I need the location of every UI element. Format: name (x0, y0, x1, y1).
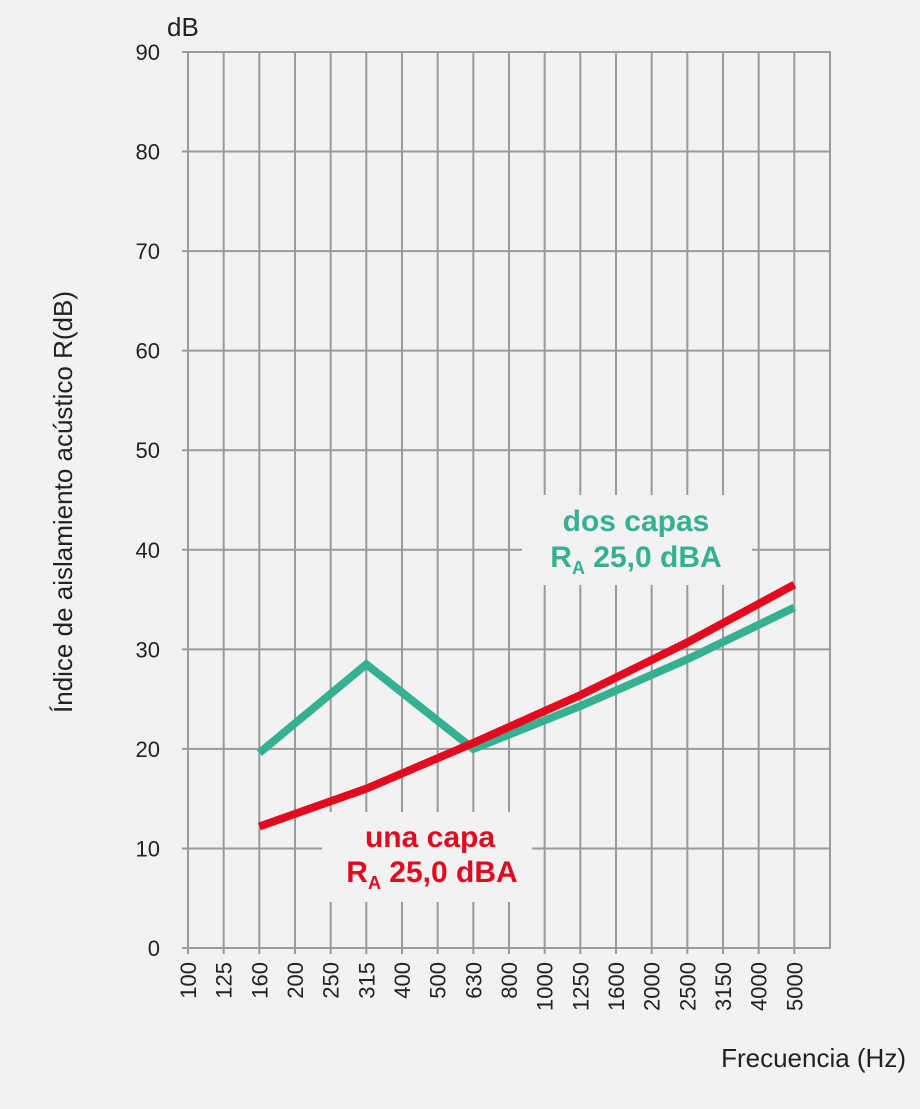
y-tick-label: 0 (148, 936, 160, 961)
x-tick-label: 1250 (568, 962, 593, 1011)
ra-subscript: A (572, 558, 585, 578)
x-tick-label: 250 (319, 962, 344, 999)
series-line-una-capa (258, 581, 797, 831)
x-tick-label: 800 (497, 962, 522, 999)
ra-value: 25,0 dBA (381, 856, 518, 889)
x-tick-label: 2000 (640, 962, 665, 1011)
y-tick-label: 80 (136, 140, 160, 165)
y-tick-label: 10 (136, 836, 160, 861)
annotation-una-capa-ra: RA 25,0 dBA (346, 856, 517, 893)
x-tick-label: 400 (390, 962, 415, 999)
annotation-una-capa-background (322, 812, 532, 902)
y-tick-label: 20 (136, 737, 160, 762)
x-tick-label: 4000 (747, 962, 772, 1011)
y-tick-label: 50 (136, 438, 160, 463)
ra-letter: R (346, 856, 368, 889)
x-tick-label: 3150 (711, 962, 736, 1011)
x-tick-label: 125 (212, 962, 237, 999)
y-tick-label: 70 (136, 239, 160, 264)
x-tick-label: 160 (247, 962, 272, 999)
x-tick-label: 1000 (533, 962, 558, 1011)
x-tick-label: 315 (354, 962, 379, 999)
y-axis-ticks: 0 10 20 30 40 50 60 70 80 90 (136, 40, 160, 961)
x-tick-label: 500 (426, 962, 451, 999)
x-tick-label: 1600 (604, 962, 629, 1011)
x-axis-ticks: 100 125 160 200 250 315 400 500 630 800 1000 1250 16… (176, 962, 807, 1011)
annotation-una-capa: una capa RA 25,0 dBA (322, 812, 532, 902)
x-tick-label: 100 (176, 962, 201, 999)
ra-letter: R (550, 541, 572, 574)
x-tick-label: 5000 (782, 962, 807, 1011)
y-tick-label: 40 (136, 538, 160, 563)
annotation-una-capa-label: una capa (365, 821, 495, 854)
x-tick-label: 200 (283, 962, 308, 999)
y-axis-title: Índice de aislamiento acústico R(dB) (48, 291, 78, 713)
x-tick-label: 2500 (675, 962, 700, 1011)
series-layer (256, 581, 797, 831)
y-tick-label: 60 (136, 339, 160, 364)
ra-subscript: A (368, 873, 381, 893)
annotation-dos-capas-background (522, 495, 752, 585)
x-tick-label: 630 (461, 962, 486, 999)
x-axis-title: Frecuencia (Hz) (721, 1043, 906, 1073)
annotation-dos-capas-ra: RA 25,0 dBA (550, 541, 721, 578)
y-tick-label: 90 (136, 40, 160, 65)
series-line-dos-capas (256, 603, 797, 756)
ra-value: 25,0 dBA (585, 541, 722, 574)
y-tick-label: 30 (136, 637, 160, 662)
y-axis-unit: dB (167, 12, 199, 42)
annotation-dos-capas: dos capas RA 25,0 dBA (522, 495, 752, 585)
annotation-dos-capas-label: dos capas (563, 505, 710, 538)
